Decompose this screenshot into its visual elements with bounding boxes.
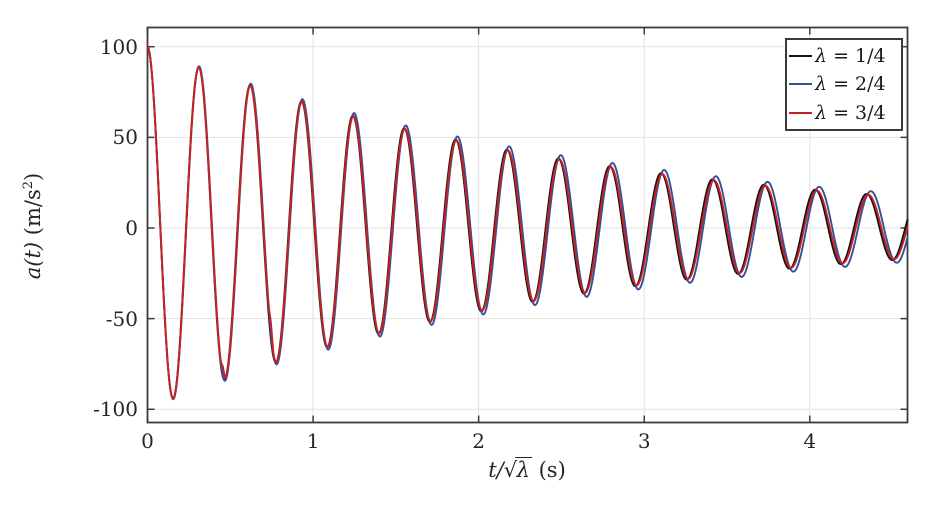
legend-label: λ = 2/4 (815, 73, 886, 96)
y-label-unit-open: (m/s (21, 189, 45, 242)
y-label-unit-close: ) (21, 172, 45, 181)
x-tick-label: 4 (803, 429, 817, 453)
x-label-numerator: t/ (488, 458, 504, 482)
legend-item: λ = 1/4 (789, 45, 898, 67)
x-tick-label: 0 (141, 429, 154, 453)
x-tick-label: 3 (637, 429, 651, 453)
legend-line-swatch (789, 111, 812, 114)
axis-tick-marks (146, 27, 908, 423)
y-axis-label: a(t) (m/s2) (21, 173, 45, 279)
y-label-exponent: 2 (21, 180, 36, 190)
legend-label: λ = 1/4 (815, 45, 886, 68)
series-line-2 (146, 45, 909, 400)
x-label-radicand: λ (515, 457, 532, 482)
legend-item: λ = 3/4 (789, 102, 898, 124)
legend-line-swatch (789, 55, 812, 58)
y-label-function: a(t) (21, 241, 45, 280)
sqrt-radical-glyph: √ (503, 458, 518, 482)
plot-border (146, 26, 909, 424)
legend-label: λ = 3/4 (815, 101, 886, 124)
y-tick-label: -100 (93, 397, 138, 422)
grid-lines (147, 27, 908, 423)
y-tick-label: 50 (112, 125, 138, 150)
x-axis-label: t/√λ (s) (488, 457, 566, 482)
x-tick-label: 1 (306, 429, 320, 453)
y-tick-label: 0 (125, 215, 138, 240)
series-lines (146, 45, 909, 401)
legend-line-swatch (789, 83, 812, 86)
x-label-unit: (s) (531, 458, 566, 482)
y-tick-label: -50 (105, 306, 138, 331)
legend: λ = 1/4 λ = 2/4 λ = 3/4 (785, 38, 903, 131)
y-tick-label: 100 (99, 34, 138, 59)
legend-item: λ = 2/4 (789, 73, 898, 95)
x-tick-label: 2 (472, 429, 485, 453)
